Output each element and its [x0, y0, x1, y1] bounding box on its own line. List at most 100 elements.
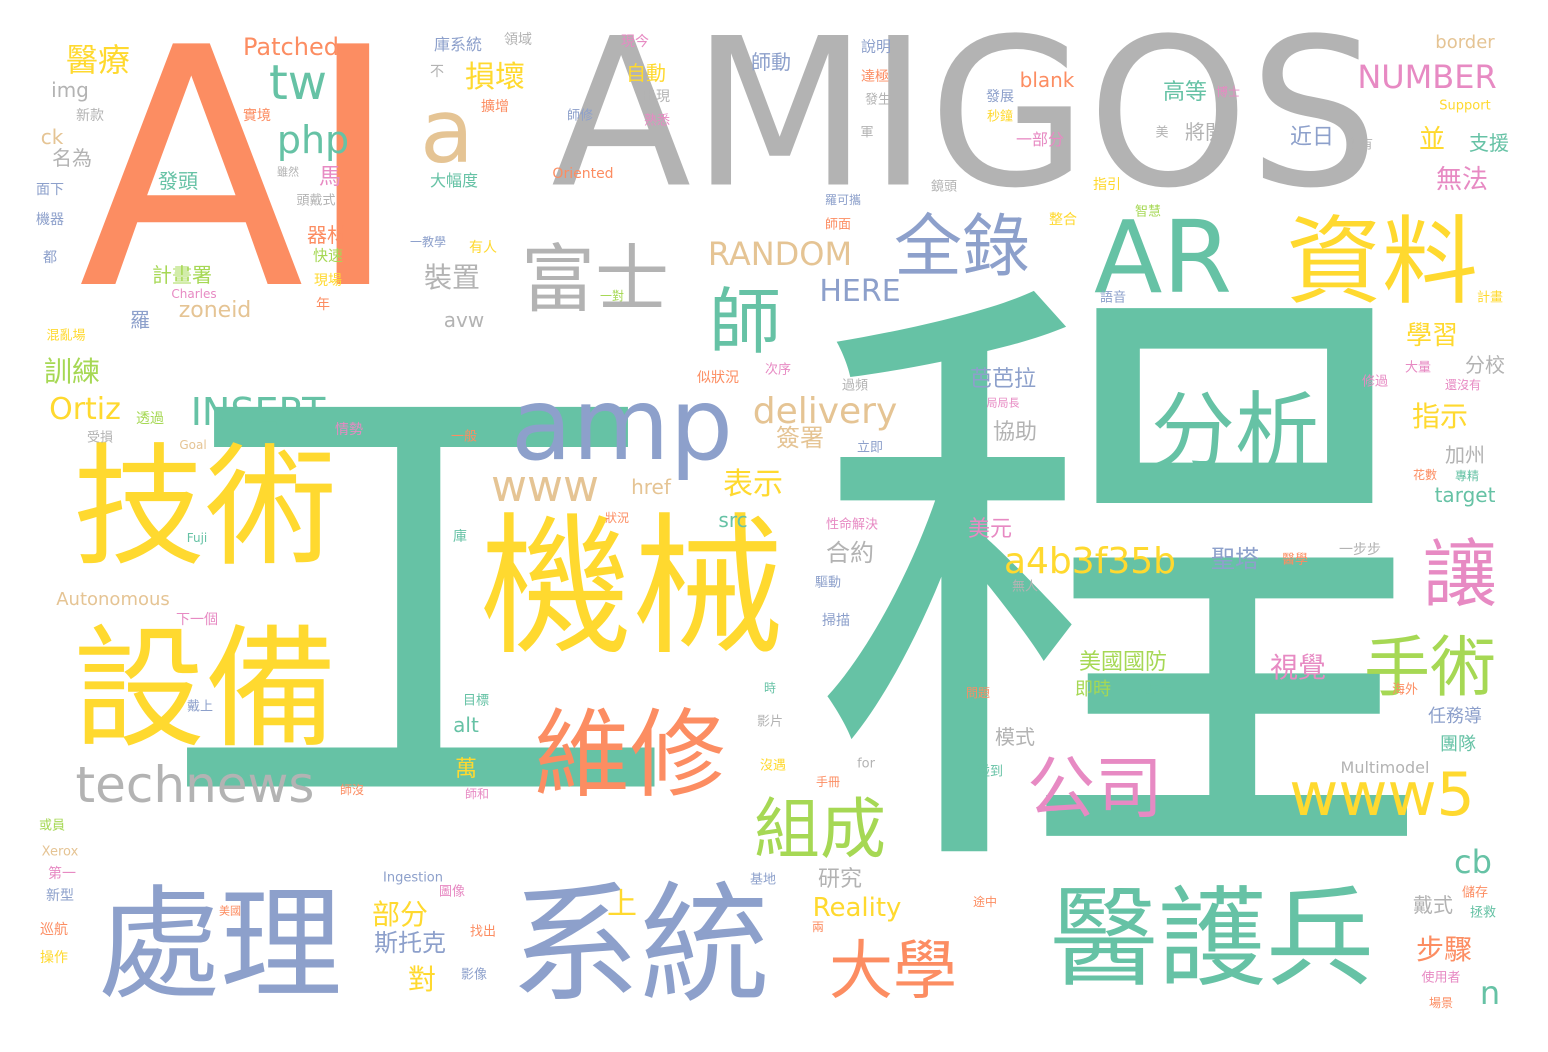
word-shimian: 師面 — [824, 217, 852, 233]
word-changjing: 場景 — [1428, 996, 1454, 1010]
word-yiban: 一般 — [450, 429, 478, 445]
word-shi: 師 — [708, 280, 782, 364]
word-reality: Reality — [812, 893, 902, 923]
word-buzhou: 步驟 — [1415, 933, 1473, 966]
word-ortiz: Ortiz — [49, 392, 121, 427]
word-border: border — [1435, 32, 1495, 53]
word-kuozeng: 擴增 — [481, 99, 509, 115]
word-toudaishi: 頭戴式 — [296, 193, 336, 209]
word-shousun: 受損 — [86, 430, 114, 446]
word-bu: 不 — [430, 64, 444, 80]
word-zhuangzhi: 裝置 — [423, 261, 481, 294]
word-fazhan: 發展 — [986, 89, 1014, 105]
word-qingshi: 情勢 — [335, 422, 363, 438]
word-miaozhong: 秒鐘 — [986, 109, 1014, 125]
word-chuli: 處理 — [98, 874, 342, 1016]
word-fatou: 發頭 — [158, 169, 198, 193]
word-yibubu: 一步步 — [1339, 542, 1381, 558]
word-wufa: 無法 — [1435, 165, 1489, 195]
word-jingtou: 鏡頭 — [930, 179, 958, 195]
word-gongsi: 公司 — [1026, 750, 1164, 829]
word-fasheng: 發生 — [864, 92, 892, 108]
word-href: href — [631, 475, 671, 499]
word-zhuangkuang: 狀況 — [604, 511, 630, 525]
word-avw: avw — [443, 308, 485, 332]
word-shouce: 手冊 — [815, 775, 841, 789]
word-bing: 並 — [1418, 125, 1446, 155]
word-mubiao: 目標 — [462, 693, 490, 709]
word-shiyongzhe: 使用者 — [1421, 970, 1461, 986]
word-shuoming: 說明 — [860, 37, 892, 56]
word-yiliao: 醫療 — [65, 41, 131, 79]
word-ingestion: Ingestion — [383, 870, 443, 886]
word-xiuguo: 修過 — [1361, 374, 1389, 390]
word-wenti: 問題 — [965, 686, 991, 700]
word-cheng: 程 — [810, 229, 1430, 950]
word-shengta: 聖塔 — [1211, 545, 1259, 573]
word-ck: ck — [40, 125, 64, 149]
word-n: n — [1479, 974, 1501, 1012]
word-meiguoguofang: 美國國防 — [1078, 650, 1168, 675]
word-xianjin: 現今 — [621, 34, 649, 50]
word-jinri: 近日 — [1289, 125, 1335, 150]
word-yijiaoxue: 一教學 — [409, 235, 447, 249]
word-fushi: 富士 — [521, 237, 669, 323]
word-goal: Goal — [179, 438, 207, 452]
word-xinkuan: 新款 — [76, 108, 104, 124]
word-yuyin: 語音 — [1099, 290, 1127, 306]
word-yingxiang: 影像 — [460, 967, 488, 983]
word-ziliao: 資料 — [1286, 206, 1478, 318]
word-oriented: Oriented — [552, 166, 614, 182]
word-renwudao: 任務導 — [1428, 706, 1482, 727]
word-zhengjiu: 拯救 — [1469, 905, 1497, 921]
word-situoke: 斯托克 — [374, 929, 446, 957]
word-tuzhong: 途中 — [972, 895, 998, 909]
word-caozuo: 操作 — [40, 950, 68, 966]
word-number: NUMBER — [1357, 58, 1497, 96]
word-zhiyuan: 支援 — [1469, 131, 1509, 155]
word-zhaochu: 找出 — [469, 924, 497, 940]
word-huoyuan: 或員 — [38, 818, 66, 834]
word-touguo: 透過 — [136, 411, 164, 427]
word-for: for — [857, 756, 875, 772]
word-a: a — [420, 80, 474, 183]
word-www: www — [491, 461, 599, 512]
word-diyi: 第一 — [48, 866, 76, 882]
word-qicai: 器材 — [307, 223, 347, 247]
word-alt: alt — [453, 713, 479, 737]
word-yingpian: 影片 — [756, 714, 784, 730]
word-support: Support — [1439, 98, 1491, 114]
word-daishang: 戴上 — [186, 699, 214, 715]
word-nian: 年 — [316, 297, 330, 313]
word-haiwai: 海外 — [1391, 682, 1419, 698]
word-cb: cb — [1454, 843, 1492, 881]
word-dafudu: 大幅度 — [429, 171, 479, 190]
word-target: target — [1434, 483, 1496, 507]
word-xiayige: 下一個 — [176, 612, 218, 628]
word-cixu: 次序 — [764, 362, 792, 378]
word-ar: AR — [1094, 199, 1232, 316]
word-suiran: 雖然 — [277, 165, 299, 179]
word-kuaisu: 快速 — [312, 246, 344, 265]
word-jixie: 機械 — [480, 499, 784, 676]
word-juzhang: 局局長 — [986, 396, 1020, 410]
word-shixiu: 師修 — [566, 108, 594, 124]
word-technews: technews — [75, 756, 315, 814]
word-boshi: 博士 — [1215, 85, 1241, 99]
word-weixiu: 維修 — [534, 699, 726, 811]
word-guopin: 過頻 — [841, 378, 869, 394]
word-qianshu: 簽署 — [776, 424, 824, 452]
word-yixue: 醫學 — [1281, 552, 1309, 568]
word-gaodeng: 高等 — [1162, 80, 1208, 105]
word-chuxian: 出現 — [642, 89, 670, 105]
word-autonomous: Autonomous — [56, 589, 170, 610]
word-dou: 都 — [43, 250, 57, 266]
word-meiguo: 美國 — [219, 904, 241, 918]
word-suoyou: 所有 — [1346, 137, 1374, 153]
word-delivery: delivery — [752, 391, 898, 432]
word-rang: 讓 — [1423, 532, 1497, 618]
word-img: img — [51, 78, 89, 102]
word-patched: Patched — [243, 33, 339, 61]
word-kuxitong: 庫系統 — [433, 35, 483, 54]
word-shang: 上 — [607, 887, 637, 922]
